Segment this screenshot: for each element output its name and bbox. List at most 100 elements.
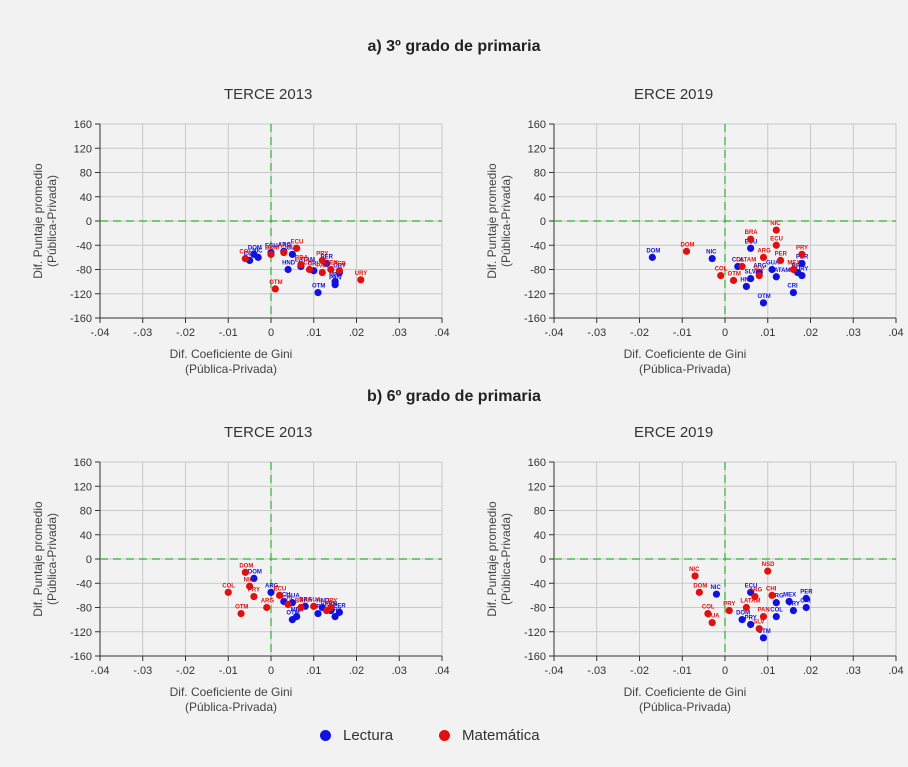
point-label-matematica: OTM	[269, 280, 282, 286]
x-tick-label: .04	[888, 665, 903, 677]
data-point-matematica	[747, 235, 755, 243]
data-point-lectura	[284, 265, 292, 274]
point-label-lectura: NIC	[710, 585, 721, 591]
chart-a-erce-2019: ERCE 2019 -.04 -.03 -.02 -.01 0 .01 .02 .03 .04 1…	[454, 86, 908, 386]
y-tick-label: -40	[76, 240, 92, 252]
data-point-matematica	[280, 248, 288, 257]
y-tick-label: -40	[530, 578, 546, 590]
data-point-matematica	[682, 247, 691, 255]
data-point-matematica	[297, 261, 305, 269]
data-point-lectura	[789, 606, 797, 615]
data-point-lectura	[789, 288, 797, 297]
x-tick-label: -.04	[91, 327, 110, 339]
data-point-lectura	[648, 253, 656, 261]
x-tick-label: -.02	[176, 327, 195, 339]
data-point-matematica	[293, 244, 301, 252]
point-label-matematica: ECU	[291, 239, 304, 245]
x-tick-label: -.01	[673, 665, 692, 677]
data-point-lectura	[759, 634, 768, 642]
point-label-lectura: MEX	[783, 592, 796, 598]
point-label-lectura: ARG	[753, 264, 767, 270]
data-point-matematica	[717, 271, 725, 280]
point-label-lectura: PER	[800, 589, 813, 595]
x-tick-label: -.01	[219, 665, 238, 677]
data-point-matematica	[691, 572, 699, 580]
point-label-matematica: BRA	[745, 230, 759, 236]
point-label-matematica: NIC	[689, 567, 700, 573]
point-label-matematica: CHI	[303, 261, 314, 267]
legend-label-lectura: Lectura	[343, 726, 394, 744]
point-label-matematica: BRA	[295, 256, 309, 262]
data-point-lectura	[802, 594, 810, 603]
y-tick-label: 160	[74, 457, 92, 469]
point-label-lectura: URY	[796, 267, 808, 273]
x-tick-label: -.01	[673, 327, 692, 339]
point-label-lectura: URY	[333, 264, 345, 270]
point-label-lectura: PER	[333, 603, 346, 609]
y-tick-label: 160	[74, 119, 92, 131]
point-label-lectura: COL	[732, 257, 745, 263]
point-label-lectura: ARG	[770, 594, 784, 600]
y-tick-label: -40	[76, 578, 92, 590]
y-axis-label: Dif. Puntaje promedio	[31, 163, 45, 279]
data-point-lectura	[314, 288, 322, 297]
point-label-lectura: DOM	[736, 611, 750, 617]
point-label-lectura: OTM	[757, 629, 770, 635]
y-tick-label: -120	[524, 627, 546, 639]
point-label-matematica: PRY	[796, 245, 808, 251]
point-label-matematica: URY	[325, 599, 337, 605]
point-label-matematica: DOM	[681, 242, 695, 248]
x-tick-label: .04	[434, 327, 449, 339]
x-tick-label: .04	[888, 327, 903, 339]
chart-b-erce-2019: ERCE 2019 -.04 -.03 -.02 -.01 0 .01 .02 .03 .04 1…	[454, 424, 908, 724]
y-tick-label: 120	[74, 481, 92, 493]
point-label-matematica: SLV	[753, 267, 764, 273]
data-point-matematica	[755, 271, 763, 280]
point-label-lectura: URY	[329, 608, 341, 614]
y-tick-label: 160	[528, 457, 546, 469]
data-point-matematica	[241, 568, 249, 576]
x-axis-label-secondary: (Pública-Privada)	[185, 362, 277, 376]
y-tick-label: 40	[80, 530, 92, 542]
data-point-lectura	[288, 250, 296, 258]
point-label-lectura: ECU	[745, 583, 758, 589]
x-tick-label: .01	[306, 327, 321, 339]
y-tick-label: -80	[76, 603, 92, 615]
data-point-matematica	[772, 226, 780, 234]
point-label-matematica: ARG	[278, 244, 292, 250]
point-label-matematica: LATAM	[740, 599, 760, 605]
data-point-lectura	[802, 603, 810, 612]
data-point-matematica	[751, 592, 759, 601]
y-tick-label: -120	[70, 289, 92, 301]
y-tick-label: -160	[524, 313, 546, 325]
data-point-lectura	[288, 616, 296, 624]
point-label-matematica: COL	[715, 267, 728, 273]
scatter-plot-b-erce: -.04 -.03 -.02 -.01 0 .01 .02 .03 .04 160 120 80 40 0…	[485, 457, 904, 714]
data-point-matematica	[759, 253, 768, 261]
section-title-3rd-grade: a) 3º grado de primaria	[367, 38, 541, 55]
data-point-matematica	[224, 588, 232, 596]
point-label-matematica: MEX	[325, 261, 338, 267]
point-label-matematica: OTM	[728, 271, 741, 277]
data-point-matematica	[318, 256, 326, 265]
x-axis-label: Dif. Coeficiente de Gini	[624, 347, 747, 361]
point-label-matematica: SLV	[753, 620, 764, 626]
point-label-lectura: COL	[244, 251, 257, 257]
data-point-matematica	[725, 606, 733, 615]
point-label-matematica: PER	[333, 262, 346, 268]
section-title-6th-grade: b) 6º grado de primaria	[367, 388, 541, 405]
data-point-matematica	[267, 250, 275, 258]
y-tick-label: 120	[528, 143, 546, 155]
chart-b-terce-2013: TERCE 2013 -.04 -.03 -.02 -.01 0 .01 .02 .03 .04…	[0, 424, 454, 724]
point-label-lectura: PRY	[745, 615, 757, 621]
data-point-matematica	[263, 603, 271, 612]
y-tick-label: 160	[528, 119, 546, 131]
data-point-matematica	[798, 250, 806, 258]
y-tick-label: 80	[80, 506, 92, 518]
y-tick-label: 40	[534, 530, 546, 542]
legend-marker-matematica	[439, 729, 451, 741]
x-tick-label: .04	[434, 665, 449, 677]
point-label-lectura: OTM	[286, 611, 299, 617]
point-label-matematica: PER	[321, 602, 334, 608]
